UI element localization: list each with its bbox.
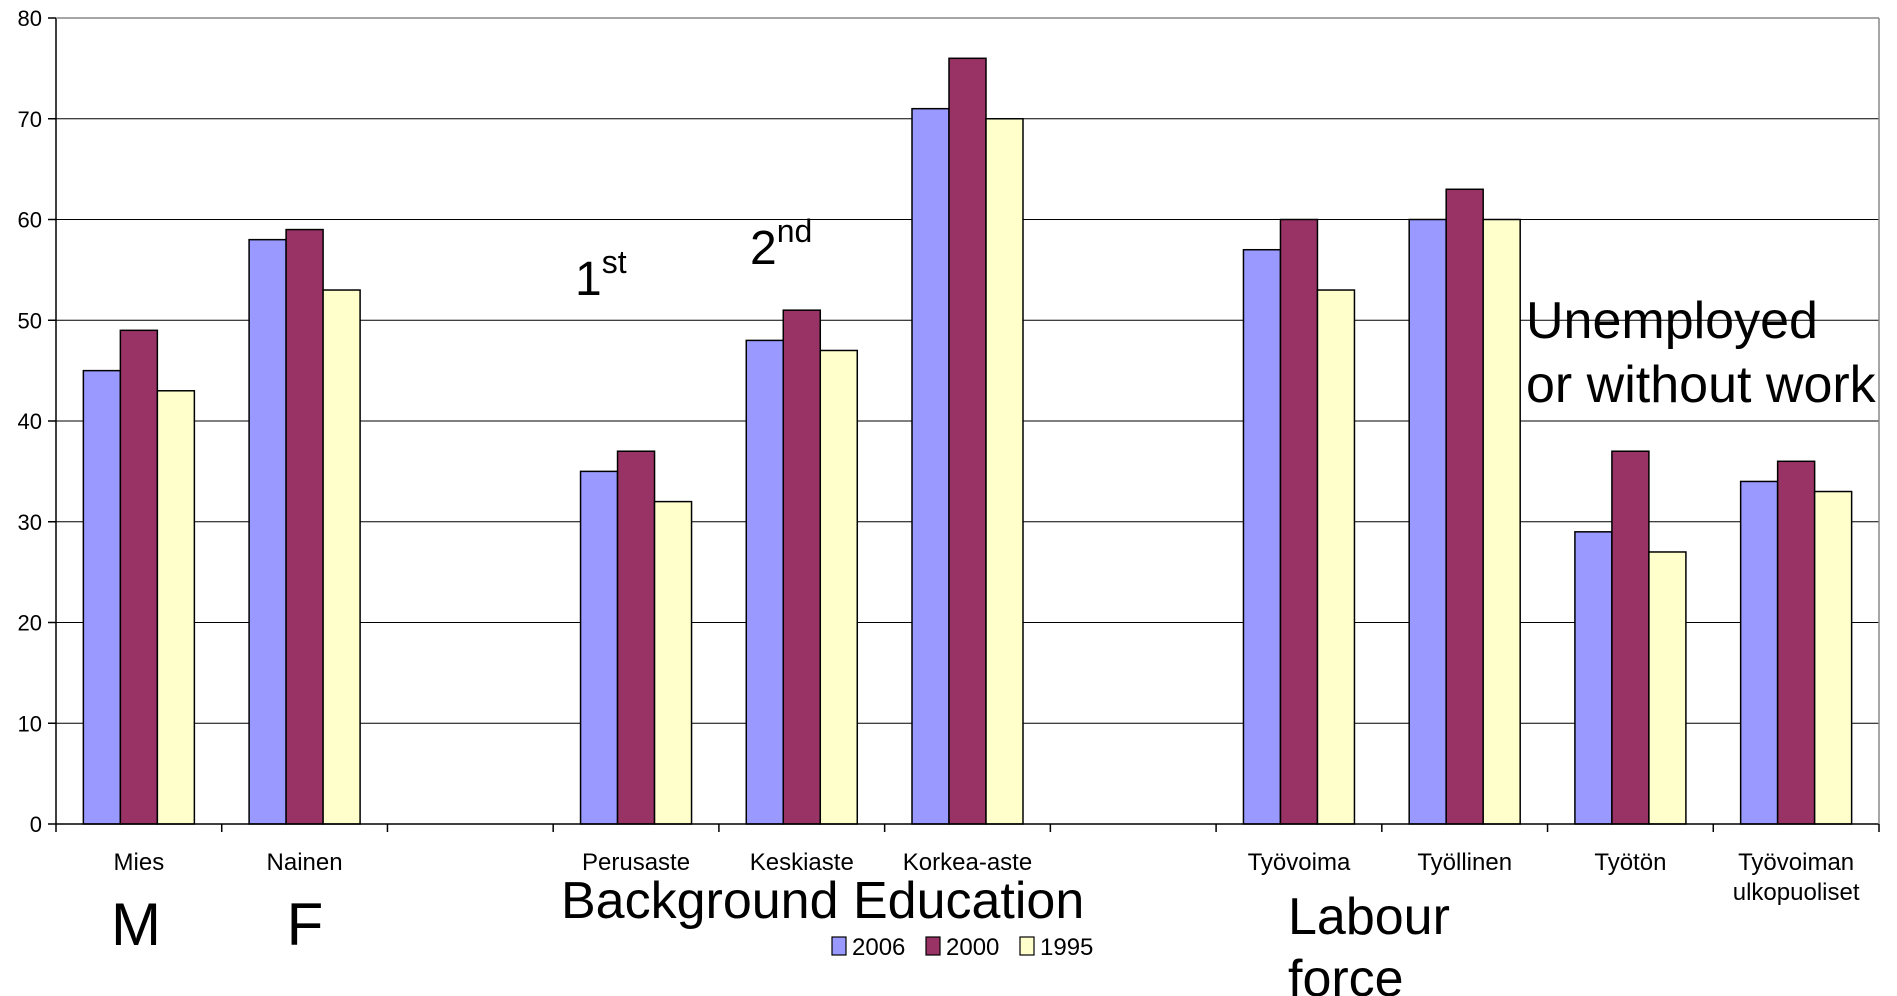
bar-1995-3 [653, 500, 693, 825]
bar-2006-7 [1242, 248, 1282, 825]
bar-2000-5 [948, 57, 987, 825]
annotation-education: Background Education [561, 872, 1084, 930]
bar-2000-8 [1445, 188, 1484, 825]
annotation-female: F [287, 891, 324, 958]
legend: 2006 2000 1995 [831, 934, 1093, 961]
annotation-male: M [111, 891, 161, 958]
y-tick-label: 40 [18, 409, 42, 434]
axes [55, 17, 1880, 832]
bar-2006-5 [911, 107, 950, 825]
x-tick-label: Työvoiman [1738, 849, 1854, 876]
bar-2006-10 [1739, 480, 1779, 825]
annotation-unemployed-line2: or without work [1526, 356, 1877, 414]
legend-swatch-2000 [925, 936, 941, 956]
annotation-second: 2nd [750, 213, 812, 275]
x-tick-label: Nainen [267, 849, 343, 876]
annotation-labour-line1: Labour [1288, 888, 1450, 946]
y-tick-label: 80 [18, 6, 42, 31]
x-tick-label: Työllinen [1417, 849, 1512, 876]
bar-2006-0 [82, 369, 122, 825]
bar-2000-3 [616, 450, 656, 825]
bar-1995-7 [1316, 289, 1356, 825]
bars [82, 57, 1853, 825]
annotation-labour-line2: force [1288, 950, 1404, 996]
bar-2000-1 [285, 228, 324, 825]
annotation-second-sup: nd [777, 213, 813, 249]
legend-label-1995: 1995 [1040, 934, 1093, 961]
bar-2000-9 [1611, 450, 1650, 825]
legend-label-2006: 2006 [852, 934, 905, 961]
legend-swatch-2006 [831, 936, 847, 956]
y-tick-label: 0 [30, 812, 42, 837]
bar-1995-9 [1648, 551, 1687, 825]
annotation-first-base: 1 [575, 253, 602, 306]
bar-2006-9 [1574, 531, 1613, 825]
x-tick-label: Perusaste [582, 849, 690, 876]
legend-swatch-1995 [1019, 936, 1035, 956]
bar-2000-10 [1776, 460, 1816, 825]
bar-2006-8 [1408, 218, 1447, 825]
y-tick-labels: 0 10 20 30 40 50 60 70 80 [18, 6, 42, 837]
y-tick-label: 20 [18, 611, 42, 636]
y-tick-label: 50 [18, 308, 42, 333]
bar-1995-0 [156, 390, 196, 825]
bar-2000-4 [782, 309, 822, 825]
x-tick-label: ulkopuoliset [1733, 879, 1860, 906]
bar-1995-1 [322, 289, 361, 825]
x-tick-label: Työtön [1594, 849, 1666, 876]
y-tick-label: 30 [18, 510, 42, 535]
x-tick-label: Korkea-aste [903, 849, 1032, 876]
annotation-first-sup: st [602, 244, 627, 280]
bar-2006-3 [579, 470, 619, 825]
y-tick-label: 60 [18, 208, 42, 233]
bar-2006-4 [745, 339, 785, 825]
annotation-unemployed-line1: Unemployed [1526, 292, 1818, 350]
legend-label-2000: 2000 [946, 934, 999, 961]
annotations: M F 1st 2nd Background Education Labour … [111, 213, 1877, 996]
y-tick-label: 10 [18, 711, 42, 736]
x-tick-labels: Mies Nainen Perusaste Keskiaste Korkea-aste T… [114, 849, 1860, 906]
bar-2000-0 [119, 329, 159, 825]
bar-2000-7 [1279, 218, 1319, 825]
x-tick-label: Keskiaste [750, 849, 854, 876]
bar-1995-10 [1813, 490, 1853, 825]
annotation-first: 1st [575, 244, 627, 306]
annotation-second-base: 2 [750, 222, 777, 275]
x-tick-label: Mies [114, 849, 165, 876]
bar-1995-4 [819, 349, 859, 825]
y-tick-label: 70 [18, 107, 42, 132]
x-tick-label: Työvoima [1248, 849, 1351, 876]
bar-1995-8 [1482, 218, 1521, 825]
bar-1995-5 [985, 118, 1024, 825]
bar-2006-1 [248, 238, 287, 825]
